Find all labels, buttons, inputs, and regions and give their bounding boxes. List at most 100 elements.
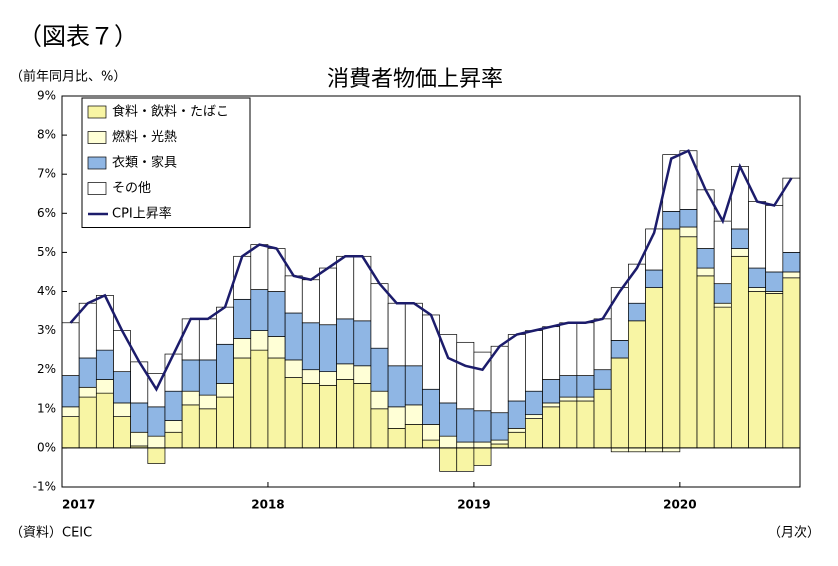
bar-segment	[422, 314, 440, 390]
bar-segment	[319, 324, 337, 373]
y-axis-label: （前年同月比、%）	[10, 69, 126, 85]
bar-segment	[748, 201, 767, 269]
bar-segment	[78, 386, 97, 398]
bar-segment	[164, 431, 183, 449]
bar-segment	[336, 379, 355, 449]
y-tick-label: 7%	[37, 167, 56, 181]
y-tick-label: 8%	[37, 128, 56, 142]
bar-segment	[198, 408, 217, 449]
bar-segment	[525, 418, 543, 449]
bar-segment	[439, 447, 458, 472]
bar-segment	[593, 388, 612, 449]
bar-segment	[61, 406, 80, 417]
legend-label: 衣類・家具	[112, 155, 177, 171]
bar-segment	[95, 349, 114, 380]
bar-segment	[301, 369, 320, 384]
bar-segment	[95, 379, 114, 394]
bar-segment	[130, 431, 149, 447]
bar-segment	[336, 363, 355, 380]
bar-segment	[456, 408, 475, 443]
bar-segment	[198, 359, 217, 396]
bar-segment	[645, 269, 664, 288]
bar-segment	[181, 318, 200, 361]
bar-segment	[782, 252, 801, 273]
bar-segment	[542, 406, 561, 449]
bar-segment	[456, 441, 475, 449]
bar-segment	[387, 302, 406, 367]
bar-segment	[301, 322, 320, 371]
bar-segment	[456, 447, 475, 472]
cpi-line	[69, 149, 793, 392]
bar-segment	[439, 435, 458, 449]
bar-segment	[559, 400, 578, 449]
x-axis-label: （月次）	[768, 525, 820, 541]
bar-segment	[216, 383, 234, 398]
y-tick-label: 2%	[37, 362, 56, 376]
bar-segment	[679, 209, 698, 228]
y-tick-label: 5%	[37, 245, 56, 259]
bar-segment	[730, 166, 749, 230]
bar-segment	[713, 302, 732, 308]
bar-segment	[422, 388, 440, 425]
bar-segment	[473, 447, 492, 466]
bar-segment	[147, 435, 166, 449]
bar-segment	[404, 302, 423, 367]
bar-segment	[78, 396, 97, 449]
bar-segment	[164, 353, 183, 392]
bar-segment	[748, 267, 767, 288]
x-tick-label: 2017	[62, 498, 95, 512]
bar-segment	[576, 396, 595, 402]
bar-segment	[559, 375, 578, 398]
bar-segment	[353, 320, 372, 367]
y-tick-label: -1%	[33, 480, 56, 494]
bar-segment	[628, 320, 646, 449]
legend-swatch	[87, 182, 107, 195]
bar-segment	[490, 412, 509, 441]
chart-title: 消費者物価上昇率	[327, 67, 503, 92]
bar-segment	[301, 383, 320, 449]
bar-segment	[233, 357, 252, 449]
bar-segment	[147, 406, 166, 437]
bar-segment	[730, 228, 749, 249]
bar-segment	[319, 267, 337, 326]
bar-segment	[284, 275, 303, 314]
bar-segment	[113, 330, 132, 373]
bar-segment	[387, 365, 406, 408]
y-tick-label: 1%	[37, 401, 56, 415]
bar-segment	[610, 357, 629, 449]
bar-segment	[370, 283, 389, 349]
bar-segment	[679, 150, 698, 210]
bar-segment	[610, 447, 629, 453]
bar-segment	[387, 406, 406, 429]
y-tick-label: 3%	[37, 323, 56, 337]
bar-segment	[113, 402, 132, 417]
bar-segment	[490, 439, 509, 445]
bar-segment	[284, 377, 303, 449]
legend-box	[81, 97, 251, 228]
bar-segment	[525, 330, 543, 392]
bar-segment	[353, 383, 372, 449]
y-tick-label: 6%	[37, 206, 56, 220]
bar-segment	[439, 402, 458, 437]
legend-label: CPI上昇率	[112, 206, 172, 222]
y-tick-label: 9%	[37, 89, 56, 103]
bar-segment	[730, 255, 749, 449]
x-tick-label: 2018	[251, 498, 284, 512]
bar-segment	[542, 379, 561, 404]
bar-segment	[696, 275, 715, 449]
bar-segment	[404, 424, 423, 449]
bar-segment	[593, 369, 612, 390]
bar-segment	[422, 424, 440, 441]
bar-segment	[542, 326, 561, 380]
bar-segment	[61, 416, 80, 449]
legend-swatch	[87, 105, 107, 119]
bar-segment	[267, 291, 286, 337]
bar-segment	[576, 322, 595, 376]
bar-segment	[233, 338, 252, 359]
bar-segment	[181, 359, 200, 392]
bar-segment	[78, 357, 97, 388]
bar-segment	[95, 392, 114, 449]
bar-segment	[610, 287, 629, 341]
bar-segment	[301, 279, 320, 324]
legend-swatch	[87, 131, 107, 144]
